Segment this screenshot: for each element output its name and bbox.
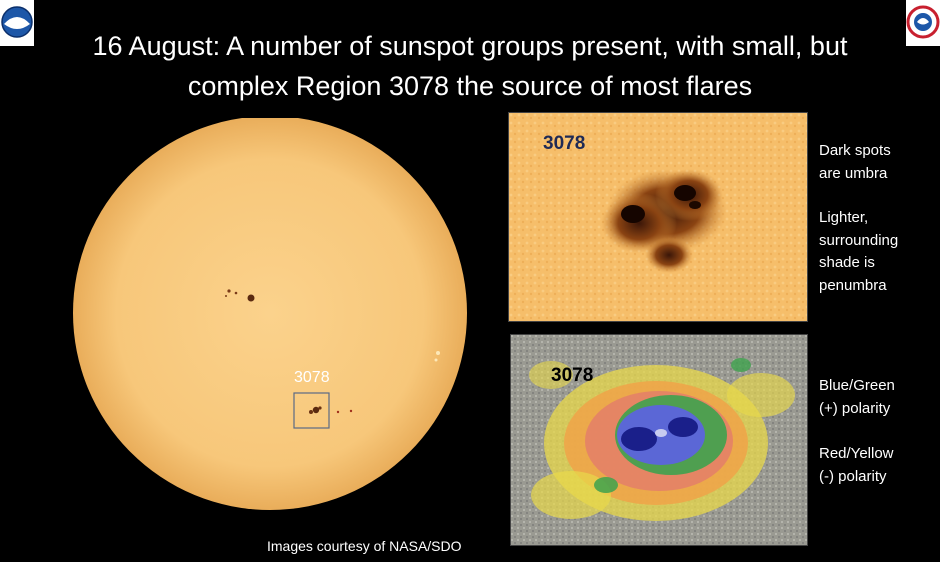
magnetogram-region-label: 3078: [551, 365, 594, 386]
closeup-region-label: 3078: [543, 133, 586, 154]
negative-note-line-1: Red/Yellow: [819, 445, 894, 462]
magnetogram-image: 3078: [510, 334, 808, 546]
penumbra-note-line-1: Lighter,: [819, 209, 869, 226]
negative-polarity-note: Red/Yellow (-) polarity: [819, 443, 937, 488]
penumbra-note-line-2: surrounding: [819, 231, 899, 249]
negative-note-line-2: (-) polarity: [819, 467, 887, 485]
slide-title: 16 August: A number of sunspot groups pr…: [30, 26, 910, 106]
nws-logo: [906, 0, 940, 46]
penumbra-note-line-3: shade is: [819, 254, 875, 271]
penumbra-note-line-4: penumbra: [819, 276, 887, 294]
noaa-logo: [0, 0, 34, 46]
title-line-2: complex Region 3078 the source of most f…: [187, 71, 753, 101]
sun-region-label: 3078: [294, 369, 330, 386]
title-line-1: 16 August: A number of sunspot groups pr…: [92, 31, 848, 61]
positive-polarity-note: Blue/Green (+) polarity: [819, 375, 937, 420]
umbra-note-line-2: are umbra: [819, 164, 888, 182]
umbra-note: Dark spots are umbra: [819, 140, 937, 185]
umbra-note-line-1: Dark spots: [819, 142, 891, 159]
continuum-closeup-image: 3078: [508, 112, 808, 322]
positive-note-line-1: Blue/Green: [819, 377, 895, 394]
penumbra-note: Lighter, surrounding shade is penumbra: [819, 207, 937, 297]
sun-disk-image: [70, 116, 470, 518]
image-credit: Images courtesy of NASA/SDO: [267, 538, 462, 554]
positive-note-line-2: (+) polarity: [819, 399, 891, 417]
